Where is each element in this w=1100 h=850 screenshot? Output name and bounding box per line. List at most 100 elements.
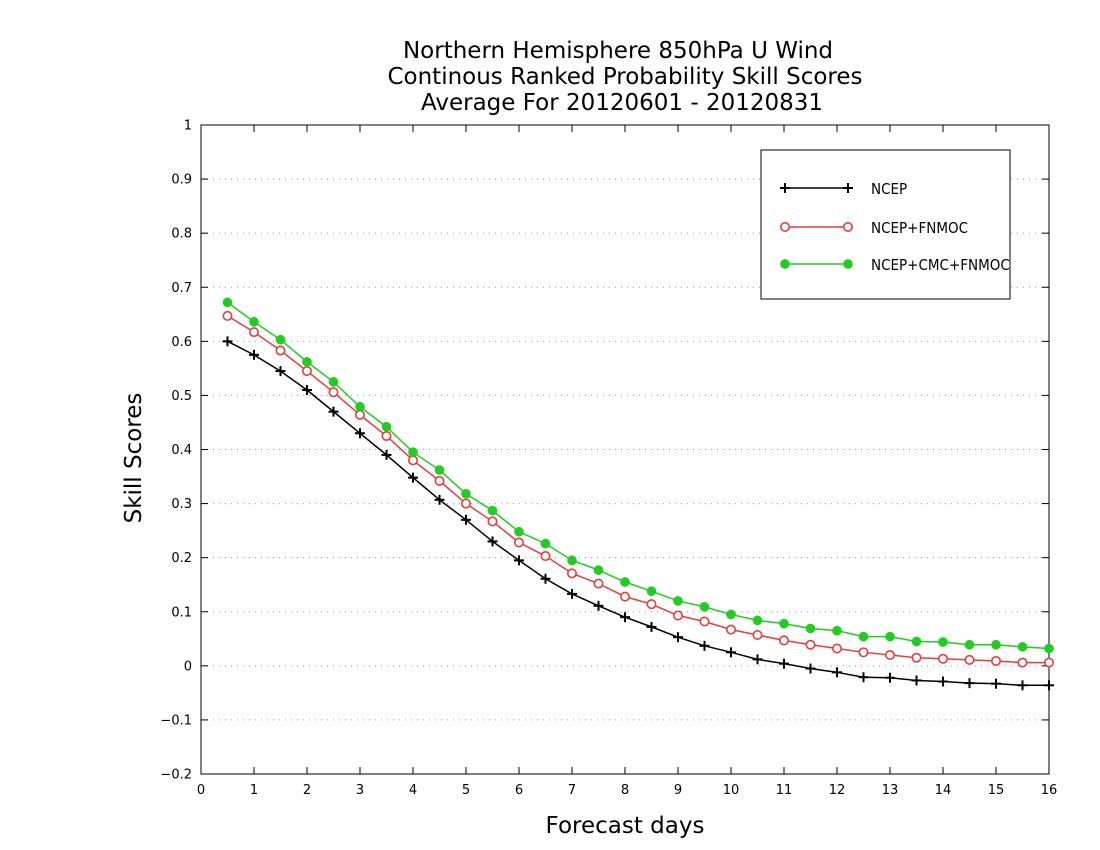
x-axis-ticks: 0 1 2 3 4 5 6 7 8 9 10 11 12 13 14 15 16 <box>197 125 1057 798</box>
x-tick-label: 10 <box>723 783 740 798</box>
data-point-ncep-cmc-fnmoc <box>275 334 286 345</box>
data-point-ncep <box>911 675 922 686</box>
x-tick-label: 9 <box>674 783 682 798</box>
data-point-ncep <box>1044 680 1054 691</box>
x-tick-label: 4 <box>409 783 417 798</box>
series-ncep-fnmoc <box>222 310 1055 668</box>
legend-entry-ncep: NCEP <box>780 180 907 198</box>
legend-label: NCEP <box>871 180 907 198</box>
data-point-ncep-cmc-fnmoc <box>1044 643 1054 654</box>
x-tick-label: 11 <box>776 783 793 798</box>
x-tick-label: 7 <box>568 783 576 798</box>
data-point-ncep-cmc-fnmoc <box>646 586 657 597</box>
data-point-ncep-cmc-fnmoc <box>249 317 259 327</box>
data-point-ncep <box>699 640 710 651</box>
legend-entry-ncep-cmc-fnmoc: NCEP+CMC+FNMOC <box>780 256 1010 274</box>
data-point-ncep-fnmoc <box>964 654 975 665</box>
y-tick-label: 0.5 <box>171 389 192 404</box>
legend-box <box>760 149 1011 300</box>
data-point-ncep-cmc-fnmoc <box>302 357 312 367</box>
y-tick-label: 0.4 <box>171 443 192 458</box>
data-point-ncep-cmc-fnmoc <box>593 565 604 575</box>
data-point-ncep-cmc-fnmoc <box>805 623 816 634</box>
x-axis-title: Forecast days <box>546 813 705 839</box>
x-tick-label: 6 <box>515 783 523 798</box>
x-tick-label: 1 <box>250 783 258 798</box>
data-point-ncep-fnmoc <box>831 643 842 654</box>
data-point-ncep-cmc-fnmoc <box>726 609 736 620</box>
data-point-ncep <box>328 406 339 417</box>
legend-entry-ncep-fnmoc: NCEP+FNMOC <box>779 219 968 237</box>
data-point-ncep-cmc-fnmoc <box>461 488 471 499</box>
x-tick-label: 3 <box>356 783 364 798</box>
series-ncep-cmc-fnmoc <box>222 297 1054 654</box>
legend-marker <box>843 183 853 193</box>
data-point-ncep <box>779 658 789 669</box>
data-point-ncep-cmc-fnmoc <box>699 602 710 612</box>
x-tick-label: 8 <box>621 783 629 798</box>
data-point-ncep-cmc-fnmoc <box>514 526 524 537</box>
data-point-ncep-cmc-fnmoc <box>964 639 975 650</box>
legend-marker <box>843 259 853 269</box>
y-tick-label: 0.2 <box>171 551 192 566</box>
data-point-ncep-fnmoc <box>249 327 260 338</box>
data-point-ncep-fnmoc <box>937 653 948 664</box>
y-tick-label: −0.2 <box>160 768 192 783</box>
y-tick-label: 0 <box>184 659 192 674</box>
x-tick-label: 15 <box>988 783 1005 798</box>
data-point-ncep-fnmoc <box>752 630 763 641</box>
data-point-ncep-fnmoc <box>884 650 895 661</box>
y-tick-label: −0.1 <box>160 713 192 728</box>
y-tick-label: 0.6 <box>171 335 192 350</box>
data-point-ncep <box>567 588 577 599</box>
legend-marker <box>842 222 853 233</box>
data-point-ncep-fnmoc <box>328 387 339 398</box>
data-point-ncep-fnmoc <box>301 366 312 377</box>
data-point-ncep-fnmoc <box>566 568 577 579</box>
data-point-ncep <box>964 678 975 689</box>
data-point-ncep-fnmoc <box>699 616 710 627</box>
data-point-ncep <box>1017 680 1028 691</box>
data-point-ncep <box>620 612 630 623</box>
data-point-ncep-fnmoc <box>275 345 286 356</box>
data-point-ncep-cmc-fnmoc <box>779 618 789 629</box>
data-point-ncep <box>593 600 604 611</box>
data-point-ncep-fnmoc <box>513 537 524 548</box>
data-point-ncep-cmc-fnmoc <box>381 421 392 432</box>
legend: NCEP NCEP+FNMOC NCEP+CMC+FNMOC <box>760 149 1011 300</box>
x-tick-label: 13 <box>882 783 899 798</box>
legend-marker <box>780 259 790 269</box>
data-point-ncep-fnmoc <box>725 624 736 635</box>
data-point-ncep-cmc-fnmoc <box>328 377 339 387</box>
legend-marker <box>780 183 790 193</box>
data-point-ncep-fnmoc <box>381 430 392 441</box>
data-point-ncep-cmc-fnmoc <box>832 625 842 636</box>
series-group <box>222 297 1055 691</box>
data-point-ncep <box>991 678 1001 689</box>
data-point-ncep-fnmoc <box>619 591 630 602</box>
data-point-ncep <box>408 472 418 483</box>
data-point-ncep <box>461 514 471 525</box>
data-point-ncep <box>726 647 736 658</box>
data-point-ncep <box>752 654 763 665</box>
data-point-ncep <box>302 385 312 396</box>
y-tick-label: 0.7 <box>171 281 192 296</box>
data-point-ncep <box>222 336 233 347</box>
data-point-ncep-fnmoc <box>1044 657 1055 668</box>
data-point-ncep-fnmoc <box>354 409 365 420</box>
data-point-ncep <box>249 349 259 360</box>
data-point-ncep <box>434 494 445 505</box>
x-tick-label: 16 <box>1041 783 1058 798</box>
x-tick-label: 2 <box>303 783 311 798</box>
data-point-ncep-cmc-fnmoc <box>991 639 1001 650</box>
y-tick-label: 0.9 <box>171 173 192 188</box>
y-tick-label: 0.1 <box>171 605 192 620</box>
title-line-3: Average For 20120601 - 20120831 <box>421 90 823 116</box>
data-point-ncep-cmc-fnmoc <box>1017 642 1028 652</box>
data-point-ncep-cmc-fnmoc <box>858 631 869 642</box>
data-point-ncep-fnmoc <box>672 610 683 621</box>
data-point-ncep <box>832 667 842 678</box>
data-point-ncep <box>805 663 816 674</box>
y-axis-ticks: −0.2 −0.1 0 0.1 0.2 0.3 0.4 0.5 0.6 0.7 0.8 0.9 1 <box>160 119 1049 783</box>
